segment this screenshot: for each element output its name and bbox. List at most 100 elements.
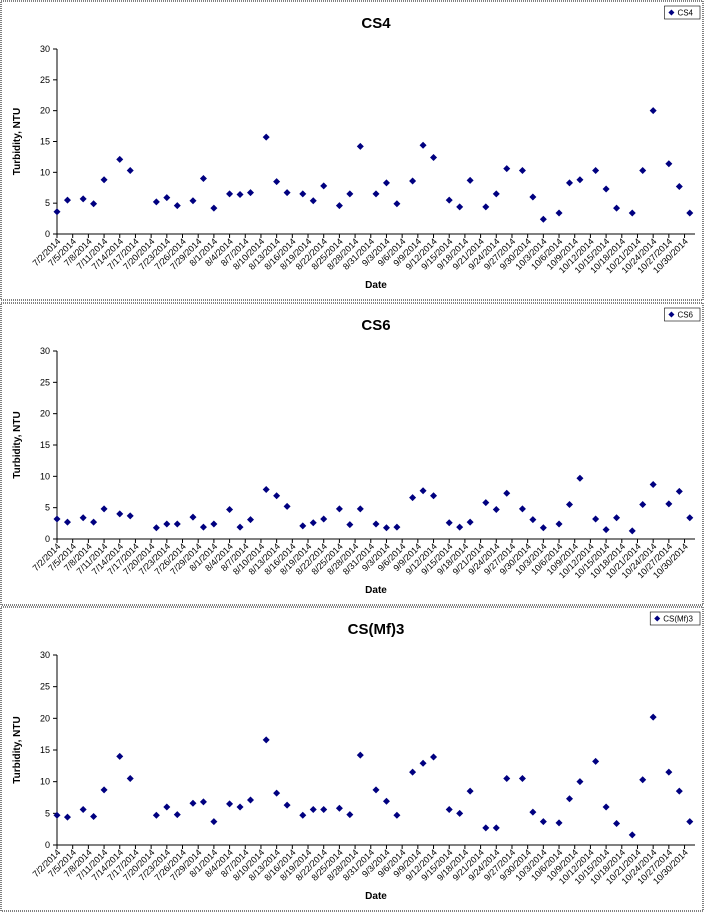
y-tick-label: 15 [40,745,50,755]
marker [226,800,234,808]
marker [173,202,181,210]
y-axis-title: Turbidity, NTU [12,716,23,783]
marker [210,818,218,826]
legend-marker [668,311,675,318]
marker [320,182,328,190]
marker [356,751,364,759]
marker [226,190,234,198]
marker [576,778,584,786]
marker [79,806,87,814]
marker [419,759,427,767]
legend-marker [668,9,675,16]
y-tick-label: 30 [40,44,50,54]
y-tick-label: 10 [40,777,50,787]
marker [430,753,438,761]
y-tick-label: 0 [45,840,50,850]
marker [482,203,490,211]
marker [163,194,171,202]
x-axis-title: Date [365,891,387,902]
marker [649,107,657,115]
marker [419,141,427,149]
marker [466,518,474,526]
marker [199,523,207,531]
marker [100,505,108,513]
y-tick-label: 25 [40,75,50,85]
marker [309,197,317,205]
marker [283,801,291,809]
y-tick-label: 0 [45,534,50,544]
marker [356,505,364,513]
legend-marker [654,615,661,622]
marker [628,831,636,839]
marker [273,178,281,186]
legend-box [664,307,701,322]
marker [90,813,98,820]
marker [79,195,87,203]
legend-box [664,5,701,20]
marker [116,510,124,518]
marker [613,819,621,827]
marker [482,824,490,832]
marker [409,494,417,502]
marker [518,505,526,513]
marker [555,819,563,827]
y-tick-label: 5 [45,808,50,818]
marker [372,190,380,198]
legend: CS(Mf)3 [649,611,701,626]
marker [456,203,464,211]
marker [320,806,328,814]
marker [639,501,647,509]
marker [529,193,537,201]
marker [299,811,307,819]
marker [613,204,621,212]
marker [320,515,328,523]
marker [199,175,207,182]
marker [686,514,694,522]
marker [456,523,464,531]
legend-box [649,611,701,626]
legend: CS6 [664,307,701,322]
marker [409,177,417,185]
marker [539,524,547,532]
marker [246,516,254,524]
marker [456,809,464,817]
y-tick-label: 5 [45,503,50,513]
marker [63,196,71,204]
marker [236,191,244,199]
marker [299,522,307,530]
marker [283,502,291,510]
marker [335,505,343,513]
marker [503,489,511,497]
marker [152,198,160,206]
marker [565,179,573,187]
y-tick-label: 5 [45,198,50,208]
marker [445,196,453,204]
marker [503,775,511,782]
marker [665,500,673,508]
marker [492,190,500,198]
marker [63,518,71,526]
marker [226,506,234,514]
y-tick-label: 15 [40,137,50,147]
y-tick-label: 15 [40,440,50,450]
marker [382,179,390,187]
marker [628,209,636,217]
marker [686,818,694,826]
legend-label: CS6 [677,311,693,320]
marker [189,799,197,807]
marker [675,183,683,191]
marker [53,208,61,216]
marker [613,514,621,522]
panel-border [0,302,704,606]
marker [675,787,683,795]
marker [686,209,694,217]
marker [372,520,380,528]
marker [382,797,390,805]
marker [173,520,181,528]
marker [53,515,61,523]
y-axis-title: Turbidity, NTU [12,411,23,478]
marker [393,523,401,531]
marker [639,776,647,784]
marker [163,803,171,811]
chart-title: CS(Mf)3 [348,621,405,638]
